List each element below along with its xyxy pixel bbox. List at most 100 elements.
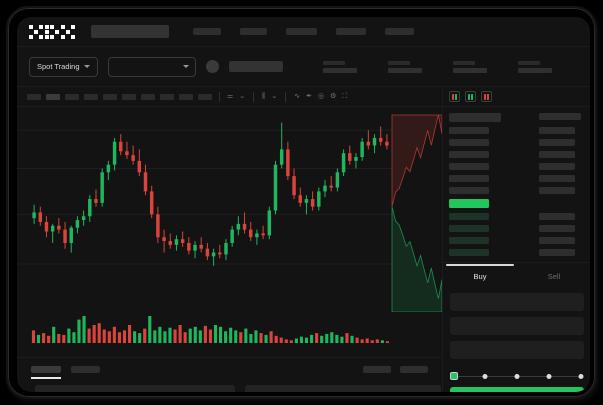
product-type-label: Spot Trading (37, 62, 80, 71)
orderbook-ask-amount-6 (539, 175, 575, 182)
orderbook-ask-amount-5 (539, 163, 575, 170)
stat-24h-change-value (322, 67, 357, 73)
timeframe-button-10[interactable] (198, 93, 212, 100)
order-amount-field[interactable] (450, 317, 584, 335)
orderbook-ask-price-5[interactable] (449, 163, 489, 170)
global-search-input[interactable] (91, 25, 169, 38)
chevron-down-icon (182, 65, 189, 68)
orderbook-ask-amount-1 (539, 113, 581, 120)
trendline-icon[interactable]: ∿ (294, 93, 301, 100)
order-side-tabs: Buy Sell (443, 262, 590, 286)
device-frame: Spot Trading ⚌ ⌄ ⫼ ⌄ ∿ ✒ ◎ ⚙ ⛶ (6, 6, 597, 399)
product-type-selector[interactable]: Spot Trading (29, 56, 98, 77)
orderbook-ask-amount-3 (539, 139, 575, 146)
orderbook-header (443, 87, 590, 107)
drawing-tools-icon[interactable]: ✒ (306, 93, 313, 100)
trading-pair-selector[interactable] (107, 56, 196, 77)
bottom-action-1[interactable] (363, 366, 391, 373)
slider-stop-75[interactable] (546, 373, 552, 379)
tab-sell[interactable]: Sell (547, 272, 561, 281)
orderbook-view-both[interactable] (449, 91, 460, 102)
indicators-icon[interactable]: ⚌ (227, 93, 234, 100)
timeframe-group (27, 93, 212, 100)
volume-chart (17, 312, 442, 357)
orderbook-ask-amount-4 (539, 151, 575, 158)
indicators-chevron-icon[interactable]: ⌄ (239, 93, 246, 100)
orderbook-last-price[interactable] (449, 199, 489, 208)
bottom-tab-open-orders[interactable] (31, 366, 61, 373)
nav-item-4[interactable] (336, 28, 366, 35)
chevron-down-icon (83, 65, 90, 68)
orderbook-ask-price-7[interactable] (449, 187, 489, 194)
toolbar-divider (285, 91, 287, 102)
orderbook-bid-amount-3 (539, 237, 575, 244)
ticker-stats-group (322, 60, 552, 73)
bottom-tab-active-indicator (31, 377, 61, 379)
orderbook-bid-amount-2 (539, 225, 575, 232)
timeframe-button-7[interactable] (141, 93, 155, 100)
stat-24h-volume (517, 60, 552, 73)
top-navigation-bar (17, 17, 590, 47)
timeframe-button-1[interactable] (27, 93, 41, 100)
nav-item-group (193, 28, 414, 35)
toolbar-divider (219, 91, 220, 102)
orderbook-bid-price-1[interactable] (449, 213, 489, 220)
fullscreen-icon[interactable]: ⛶ (342, 93, 348, 100)
timeframe-button-6[interactable] (122, 93, 136, 100)
tab-buy[interactable]: Buy (473, 272, 487, 281)
slider-stop-100[interactable] (578, 373, 584, 379)
timeframe-button-5[interactable] (103, 93, 117, 100)
orderbook-bid-price-4[interactable] (449, 249, 489, 256)
pair-ticker-bar: Spot Trading (17, 47, 590, 87)
orderbook-ask-price-3[interactable] (449, 139, 489, 146)
order-total-field[interactable] (450, 341, 584, 359)
magnet-icon[interactable]: ◎ (318, 93, 325, 100)
slider-handle[interactable] (450, 372, 458, 380)
candlestick-chart[interactable] (17, 107, 442, 312)
nav-item-3[interactable] (286, 28, 317, 35)
nav-item-5[interactable] (385, 28, 414, 35)
orderbook-bid-price-3[interactable] (449, 237, 489, 244)
timeframe-button-8[interactable] (160, 93, 174, 100)
orderbook-and-order-form: Buy Sell (442, 87, 590, 392)
place-buy-order-button[interactable] (450, 387, 584, 392)
orderbook-view-asks[interactable] (481, 91, 492, 102)
stat-24h-low (452, 60, 487, 73)
nav-item-2[interactable] (240, 28, 267, 35)
bottom-panel-left (35, 385, 235, 392)
orderbook-ask-amount-7 (539, 187, 575, 194)
timeframe-button-3[interactable] (65, 93, 79, 100)
orderbook-bid-price-2[interactable] (449, 225, 489, 232)
orderbook-bid-amount-4 (539, 249, 575, 256)
stat-24h-high (387, 60, 422, 73)
slider-stop-50[interactable] (514, 373, 520, 379)
slider-stop-25[interactable] (482, 373, 488, 379)
stat-24h-volume-label (517, 60, 540, 65)
order-side-active-indicator (446, 264, 514, 266)
orderbook-ask-price-2[interactable] (449, 127, 489, 134)
orderbook-ask-price-6[interactable] (449, 175, 489, 182)
orders-panel (17, 357, 442, 392)
bottom-tab-order-history[interactable] (71, 366, 100, 373)
stat-24h-high-value (387, 67, 422, 73)
okx-logo-icon[interactable] (29, 24, 75, 39)
settings-icon[interactable]: ⚙ (330, 93, 337, 100)
timeframe-button-2[interactable] (46, 93, 60, 100)
orderbook-view-bids[interactable] (465, 91, 476, 102)
order-amount-slider[interactable] (450, 371, 584, 381)
stat-24h-volume-value (517, 67, 552, 73)
chart-type-icon[interactable]: ⫼ (262, 93, 266, 100)
stat-24h-low-value (452, 67, 487, 73)
order-price-field[interactable] (450, 293, 584, 311)
nav-item-1[interactable] (193, 28, 221, 35)
bottom-panel-right (245, 385, 441, 392)
orderbook-ask-amount-2 (539, 127, 575, 134)
timeframe-button-9[interactable] (179, 93, 193, 100)
bottom-action-2[interactable] (400, 366, 428, 373)
orderbook-ask-price-1[interactable] (449, 113, 501, 122)
orderbook-rows[interactable] (443, 107, 590, 262)
orderbook-ask-price-4[interactable] (449, 151, 489, 158)
chart-type-chevron-icon[interactable]: ⌄ (271, 93, 278, 100)
toolbar-divider (253, 91, 255, 102)
timeframe-button-4[interactable] (84, 93, 98, 100)
